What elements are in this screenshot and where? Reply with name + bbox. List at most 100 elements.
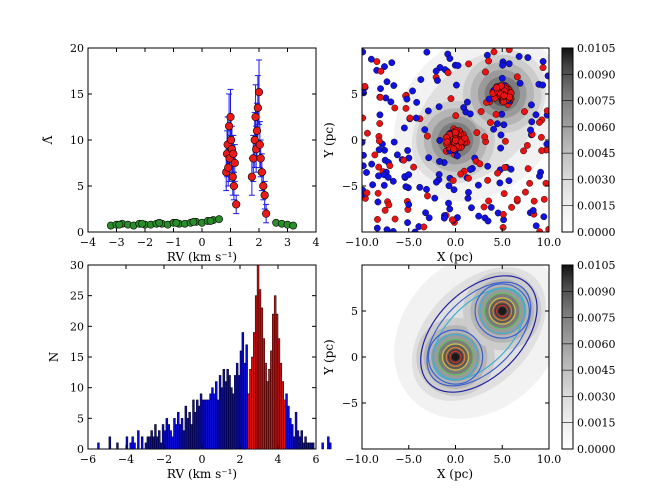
blue-star — [527, 126, 534, 134]
field-bar — [116, 442, 119, 450]
field-bar — [173, 418, 176, 450]
blue-star — [381, 63, 388, 70]
field-bar — [220, 387, 224, 450]
field-point — [138, 219, 147, 228]
members-bar — [249, 369, 252, 450]
field-bar — [180, 418, 184, 450]
field-bar — [152, 436, 155, 450]
red-star — [377, 67, 385, 75]
field-bar — [144, 442, 148, 450]
blue-star — [421, 126, 429, 134]
y-tick-label: 10 — [70, 382, 84, 395]
field-bar — [199, 393, 203, 450]
blue-star — [467, 166, 474, 173]
field-bar — [239, 350, 243, 450]
blue-star — [369, 181, 377, 189]
field-bar — [156, 436, 159, 450]
member-point — [259, 181, 268, 191]
blue-star — [389, 228, 397, 232]
y-tick-label: 25 — [70, 290, 84, 303]
colorbar-tick-label: 0.0105 — [577, 259, 616, 272]
blue-star — [487, 204, 495, 211]
blue-star — [380, 181, 388, 189]
blue-star — [475, 212, 483, 220]
red-star — [526, 179, 533, 187]
blue-star — [387, 98, 395, 106]
y-axis-title: N — [47, 352, 61, 363]
colorbar-tick-label: 0.0030 — [577, 390, 616, 403]
x-tick-label: 1 — [227, 236, 234, 249]
member-point — [230, 158, 239, 168]
y-tick-label: 0 — [77, 443, 84, 456]
x-tick-label: 0.0 — [447, 453, 465, 466]
blue-star — [375, 146, 383, 154]
y-axis-title: Y (pc) — [322, 339, 336, 376]
red-star — [513, 73, 521, 81]
red-star — [500, 190, 508, 197]
red-star — [424, 192, 431, 200]
members-bar — [268, 369, 271, 450]
blue-star — [404, 147, 412, 154]
colorbar-tick-label: 0.0090 — [577, 285, 616, 298]
field-bar — [241, 332, 245, 450]
field-high-bar — [294, 411, 298, 450]
red-star — [402, 104, 410, 112]
field-bar — [205, 399, 208, 450]
contour-line — [492, 301, 513, 321]
field-bar — [207, 399, 210, 450]
red-star — [521, 108, 528, 115]
blue-star — [532, 222, 540, 230]
x-tick-label: 2 — [256, 236, 263, 249]
blue-star — [368, 160, 376, 168]
red-star — [494, 169, 501, 177]
red-star — [523, 141, 531, 149]
red-star — [480, 203, 488, 211]
y-tick-label: 0 — [77, 226, 84, 239]
field-bar — [178, 424, 182, 450]
red-star — [513, 195, 521, 203]
red-star — [457, 170, 465, 178]
blue-star — [496, 179, 504, 187]
field-bar — [188, 411, 191, 450]
blue-star — [498, 110, 506, 118]
field-bar — [209, 393, 212, 450]
blue-star — [425, 214, 433, 222]
red-star — [391, 104, 399, 112]
contour-line — [483, 292, 521, 330]
field-bar — [186, 418, 189, 450]
red-star — [452, 128, 460, 136]
member-point — [228, 172, 237, 181]
red-star — [374, 189, 382, 197]
blue-star — [362, 151, 367, 159]
field-high-bar — [292, 436, 296, 450]
field-bar — [226, 369, 229, 450]
x-axis-title: X (pc) — [437, 250, 473, 264]
field-bar — [125, 436, 129, 450]
blue-star — [405, 201, 413, 209]
red-star — [406, 114, 414, 122]
field-bar — [216, 399, 220, 450]
colorbar-tick-label: 0.0015 — [577, 417, 616, 430]
field-bar — [169, 430, 172, 450]
blue-star — [383, 226, 391, 232]
member-point — [224, 163, 233, 172]
member-point — [254, 88, 264, 97]
field-bar — [190, 424, 193, 450]
red-star — [539, 64, 547, 72]
member-point — [226, 135, 236, 145]
field-high-bar — [300, 430, 303, 450]
blue-star — [446, 205, 454, 213]
y-tick-label: 5 — [77, 180, 84, 193]
blue-star — [485, 95, 493, 103]
blue-star — [435, 171, 443, 178]
field-high-bar — [306, 442, 309, 450]
blue-star — [362, 162, 367, 170]
colorbar-tick-label: 0.0105 — [577, 42, 616, 55]
field-bar — [213, 393, 216, 450]
colorbar-tick-label: 0.0060 — [577, 121, 616, 134]
xy-scatter-panel: −10.0 −5.0 0.0 5.0 10.0 −5 0 5 X (pc) Y (pc) 0.… — [322, 42, 616, 264]
blue-star — [500, 121, 508, 129]
x-tick-label: −2 — [137, 236, 153, 249]
member-point — [253, 103, 262, 112]
members-bar — [256, 264, 260, 450]
